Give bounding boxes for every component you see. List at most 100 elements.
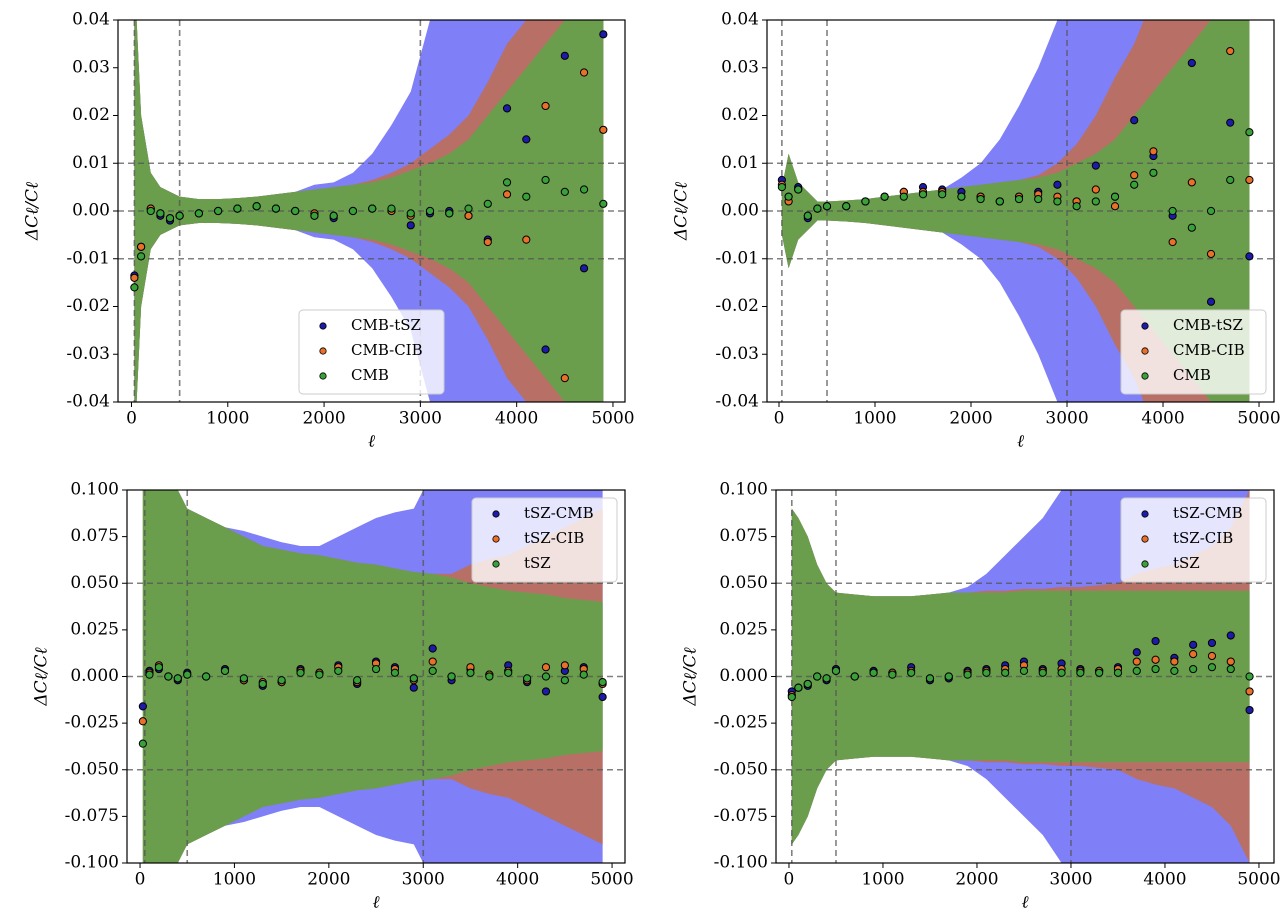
- data-point: [233, 204, 242, 213]
- data-point: [154, 663, 164, 672]
- data-point: [1091, 185, 1100, 194]
- legend-marker: [492, 560, 500, 568]
- x-axis-label: ℓ: [372, 893, 379, 913]
- legend-label: tSZ-CIB: [524, 529, 584, 547]
- data-point: [164, 672, 173, 681]
- data-point: [194, 209, 203, 218]
- data-point: [1187, 58, 1196, 68]
- data-point: [777, 183, 786, 192]
- legend-marker: [492, 535, 500, 543]
- data-point: [428, 644, 437, 653]
- data-point: [1245, 672, 1254, 681]
- data-point: [1151, 664, 1160, 674]
- y-tick-label: 0.01: [721, 153, 759, 173]
- x-tick-label: 3000: [1045, 409, 1088, 429]
- data-point: [541, 687, 551, 696]
- legend-box: [471, 497, 618, 583]
- data-point: [483, 199, 492, 208]
- data-point: [1110, 192, 1120, 201]
- data-point: [428, 657, 437, 666]
- legend-label: tSZ-CIB: [1173, 529, 1233, 547]
- legend-marker: [1141, 560, 1149, 568]
- legend-label: CMB-tSZ: [351, 316, 421, 334]
- y-tick-label: -0.02: [66, 296, 110, 316]
- y-tick-label: 0.025: [70, 619, 119, 639]
- x-tick-label: 3000: [402, 870, 445, 890]
- data-point: [541, 663, 551, 672]
- data-point: [963, 670, 972, 679]
- y-tick-label: 0.03: [721, 57, 759, 77]
- legend-marker: [1141, 322, 1149, 330]
- legend-marker: [319, 322, 327, 330]
- panel: 0 1000 2000 3000 4000 5000 -0.04 -0.03 -0.02 -0.0…: [672, 10, 1281, 452]
- data-point: [1207, 651, 1217, 661]
- data-point: [1226, 657, 1235, 666]
- data-point: [504, 668, 513, 677]
- data-point: [387, 204, 396, 213]
- legend: tSZ-CMB tSZ-CIB tSZ: [471, 497, 618, 583]
- data-point: [995, 197, 1004, 206]
- data-point: [368, 204, 377, 213]
- data-point: [1034, 194, 1043, 204]
- x-tick-label: 1000: [206, 409, 249, 429]
- data-point: [1245, 705, 1254, 715]
- y-axis-label: ΔCℓ/Cℓ: [23, 182, 43, 241]
- data-point: [252, 202, 261, 211]
- data-point: [1206, 249, 1216, 259]
- data-point: [130, 273, 139, 282]
- data-point: [1053, 197, 1062, 206]
- data-point: [1132, 657, 1141, 666]
- data-point: [1189, 664, 1198, 674]
- legend: tSZ-CMB tSZ-CIB tSZ: [1120, 497, 1267, 583]
- data-point: [464, 204, 473, 213]
- data-point: [598, 677, 607, 687]
- y-tick-label: -0.100: [65, 853, 119, 873]
- data-point: [425, 206, 435, 216]
- y-tick-label: 0.100: [70, 480, 119, 500]
- plot-area: [767, 20, 1274, 402]
- data-point: [291, 206, 300, 216]
- panel: 0 1000 2000 3000 4000 5000 -0.04 -0.03 -0.02 -0.0…: [23, 10, 635, 452]
- y-tick-label: -0.03: [715, 344, 759, 364]
- data-point: [579, 670, 588, 679]
- data-point: [173, 674, 182, 683]
- legend-label: CMB-tSZ: [1173, 316, 1243, 334]
- data-point: [560, 661, 569, 670]
- y-tick-label: 0.04: [72, 10, 110, 30]
- x-tick-label: 0: [135, 870, 146, 890]
- data-point: [466, 668, 475, 677]
- data-point: [822, 202, 832, 211]
- data-point: [813, 672, 822, 681]
- data-point: [541, 101, 550, 111]
- data-point: [1151, 636, 1160, 646]
- data-point: [522, 192, 531, 201]
- x-tick-label: 4000: [1141, 409, 1184, 429]
- legend-label: CMB-CIB: [351, 341, 423, 359]
- legend-label: tSZ-CMB: [524, 504, 594, 522]
- y-tick-label: -0.02: [715, 296, 759, 316]
- legend-marker: [1141, 347, 1149, 355]
- data-point: [976, 194, 985, 204]
- data-point: [485, 672, 494, 681]
- x-tick-label: 1000: [853, 409, 896, 429]
- y-tick-label: -0.025: [714, 713, 768, 733]
- data-point: [1072, 202, 1081, 211]
- data-point: [502, 104, 512, 113]
- data-point: [1226, 631, 1235, 640]
- data-point: [1014, 194, 1024, 204]
- x-tick-label: 4000: [495, 409, 538, 429]
- data-point: [310, 211, 319, 220]
- y-tick-label: -0.050: [714, 759, 768, 779]
- data-point: [1132, 666, 1141, 676]
- data-point: [899, 192, 908, 201]
- data-point: [1038, 668, 1047, 677]
- data-point: [502, 178, 512, 187]
- y-tick-label: 0.000: [719, 666, 768, 686]
- y-tick-label: -0.01: [715, 248, 759, 268]
- panel: 0 1000 2000 3000 4000 5000 -0.100 -0.075 -0.050 -…: [32, 480, 634, 913]
- x-tick-label: 5000: [591, 409, 634, 429]
- y-tick-label: 0.01: [72, 153, 110, 173]
- data-point: [541, 345, 550, 354]
- data-point: [1130, 180, 1139, 189]
- data-point: [522, 674, 532, 683]
